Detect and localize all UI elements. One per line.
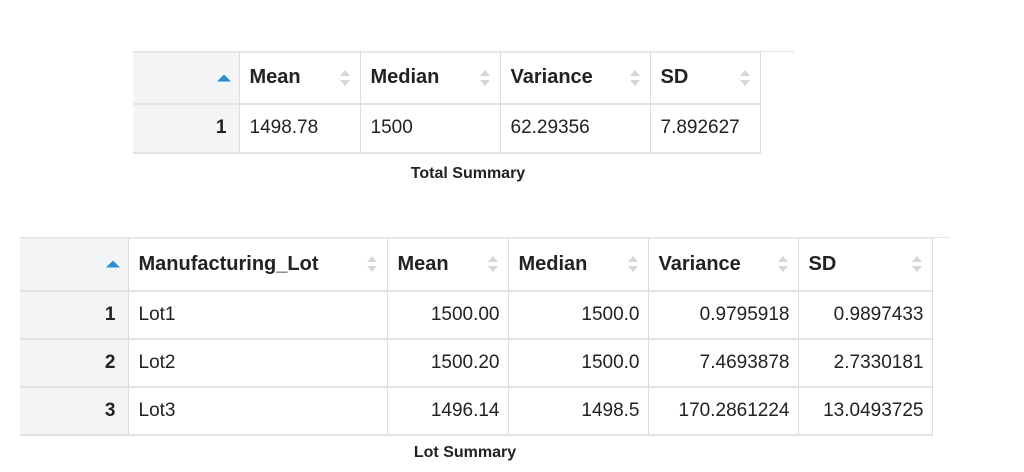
lot-summary-table: Manufacturing_Lot Mean Median Variance S… (20, 238, 933, 436)
cell-mean: 1500.00 (387, 290, 509, 340)
cell-mean: 1498.78 (239, 103, 361, 154)
table-row: 2 Lot2 1500.20 1500.0 7.4693878 2.733018… (20, 338, 933, 388)
sort-icon (627, 256, 638, 273)
cell-manufacturing-lot: Lot2 (128, 338, 388, 388)
column-header-manufacturing-lot[interactable]: Manufacturing_Lot (128, 238, 388, 292)
sort-icon (629, 69, 640, 86)
cell-variance: 7.4693878 (648, 338, 799, 388)
cell-manufacturing-lot: Lot1 (128, 290, 388, 340)
cell-sd: 2.7330181 (798, 338, 933, 388)
cell-median: 1500 (360, 103, 501, 154)
sort-icon (366, 256, 377, 273)
cell-variance: 170.2861224 (648, 386, 799, 436)
sort-icon (339, 69, 350, 86)
cell-median: 1500.0 (508, 338, 649, 388)
table-row: 1 1498.78 1500 62.29356 7.892627 (133, 103, 761, 154)
column-header-median[interactable]: Median (360, 52, 501, 105)
table-top-border (133, 51, 794, 52)
sort-icon (911, 256, 922, 273)
cell-mean: 1496.14 (387, 386, 509, 436)
cell-mean: 1500.20 (387, 338, 509, 388)
column-header-variance[interactable]: Variance (648, 238, 799, 292)
row-index: 1 (20, 290, 129, 340)
sort-icon (739, 69, 750, 86)
column-header-mean[interactable]: Mean (239, 52, 361, 105)
table-top-border (20, 237, 950, 238)
column-header-sd[interactable]: SD (650, 52, 761, 105)
table-row: 3 Lot3 1496.14 1498.5 170.2861224 13.049… (20, 386, 933, 436)
sort-ascending-icon (216, 74, 231, 82)
row-index: 3 (20, 386, 129, 436)
cell-median: 1500.0 (508, 290, 649, 340)
total-summary-table: Mean Median Variance SD 1 1498.78 1500 6… (133, 52, 761, 154)
column-header-variance[interactable]: Variance (500, 52, 651, 105)
cell-manufacturing-lot: Lot3 (128, 386, 388, 436)
row-index: 1 (133, 103, 240, 154)
cell-sd: 0.9897433 (798, 290, 933, 340)
cell-variance: 0.9795918 (648, 290, 799, 340)
cell-sd: 13.0493725 (798, 386, 933, 436)
cell-variance: 62.29356 (500, 103, 651, 154)
column-header-mean[interactable]: Mean (387, 238, 509, 292)
cell-median: 1498.5 (508, 386, 649, 436)
sort-icon (487, 256, 498, 273)
lot-summary-caption: Lot Summary (413, 444, 517, 461)
table-row: 1 Lot1 1500.00 1500.0 0.9795918 0.989743… (20, 290, 933, 340)
column-header-sd[interactable]: SD (798, 238, 933, 292)
sort-ascending-icon (105, 260, 120, 268)
row-index: 2 (20, 338, 129, 388)
sort-icon (479, 69, 490, 86)
total-summary-caption: Total Summary (410, 165, 526, 182)
sort-icon (777, 256, 788, 273)
cell-sd: 7.892627 (650, 103, 761, 154)
row-index-header[interactable] (20, 238, 129, 292)
column-header-median[interactable]: Median (508, 238, 649, 292)
row-index-header[interactable] (133, 52, 240, 105)
